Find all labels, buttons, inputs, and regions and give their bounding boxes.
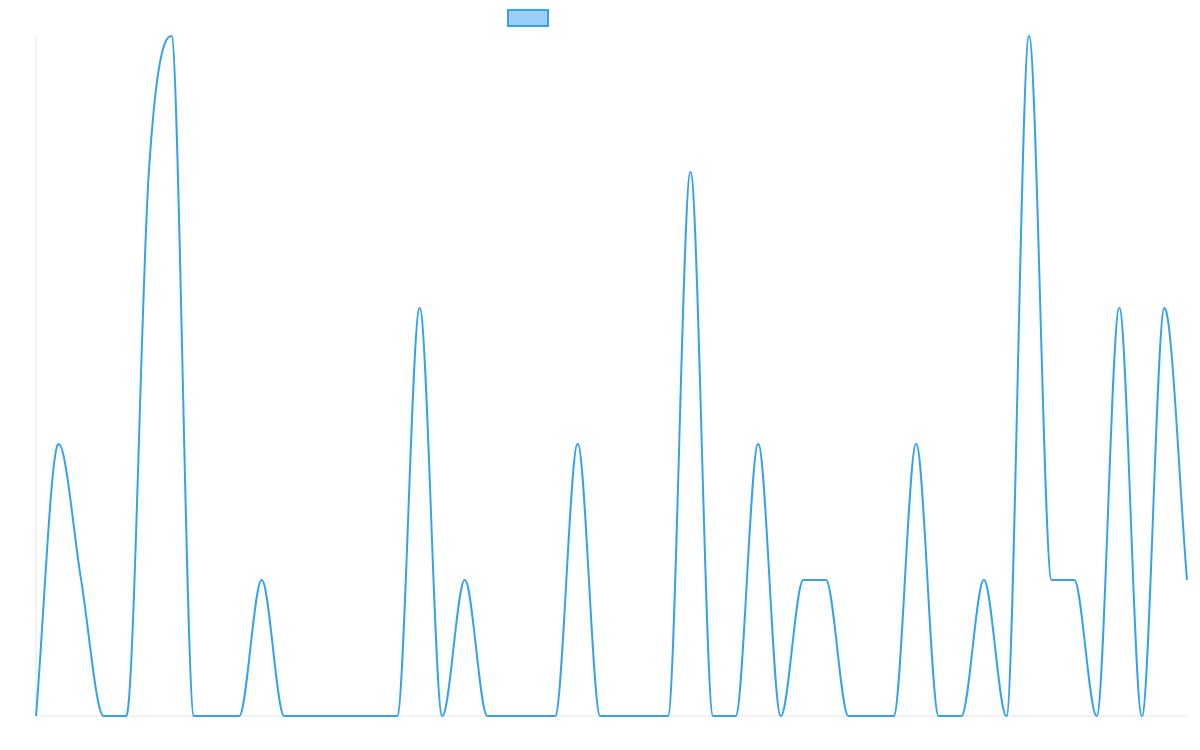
data-point[interactable]: [101, 713, 107, 719]
data-point[interactable]: [891, 713, 897, 719]
data-point[interactable]: [123, 713, 129, 719]
data-point[interactable]: [823, 577, 829, 583]
data-point[interactable]: [372, 713, 378, 719]
data-point[interactable]: [326, 713, 332, 719]
legend-swatch[interactable]: [507, 9, 549, 27]
data-point[interactable]: [1026, 33, 1032, 39]
data-point[interactable]: [146, 169, 152, 175]
data-point[interactable]: [530, 713, 536, 719]
data-point[interactable]: [236, 713, 242, 719]
series-group: [33, 33, 1190, 719]
data-point[interactable]: [778, 713, 784, 719]
data-point[interactable]: [620, 713, 626, 719]
data-point[interactable]: [259, 577, 265, 583]
data-point[interactable]: [1184, 577, 1190, 583]
data-point[interactable]: [1094, 713, 1100, 719]
data-point[interactable]: [1139, 713, 1145, 719]
data-point[interactable]: [733, 713, 739, 719]
data-point[interactable]: [597, 713, 603, 719]
data-point[interactable]: [755, 441, 761, 447]
data-point[interactable]: [417, 305, 423, 311]
data-point[interactable]: [913, 441, 919, 447]
data-point[interactable]: [507, 713, 513, 719]
data-point[interactable]: [33, 713, 39, 719]
legend[interactable]: [507, 9, 549, 27]
data-point[interactable]: [936, 713, 942, 719]
data-point[interactable]: [665, 713, 671, 719]
data-point[interactable]: [191, 713, 197, 719]
data-point[interactable]: [394, 713, 400, 719]
data-point[interactable]: [1003, 713, 1009, 719]
data-point[interactable]: [214, 713, 220, 719]
data-point[interactable]: [439, 713, 445, 719]
data-point[interactable]: [687, 169, 693, 175]
data-point[interactable]: [462, 577, 468, 583]
data-point[interactable]: [575, 441, 581, 447]
data-point[interactable]: [958, 713, 964, 719]
data-point[interactable]: [642, 713, 648, 719]
data-point[interactable]: [981, 577, 987, 583]
data-point[interactable]: [304, 713, 310, 719]
data-point[interactable]: [1161, 305, 1167, 311]
data-point[interactable]: [800, 577, 806, 583]
data-point[interactable]: [484, 713, 490, 719]
data-point[interactable]: [1049, 577, 1055, 583]
data-point[interactable]: [78, 577, 84, 583]
series-line: [35, 35, 1188, 717]
data-point[interactable]: [349, 713, 355, 719]
data-point[interactable]: [168, 33, 174, 39]
axes: [35, 36, 1187, 717]
data-point[interactable]: [281, 713, 287, 719]
data-point[interactable]: [1071, 577, 1077, 583]
data-point[interactable]: [710, 713, 716, 719]
data-point[interactable]: [845, 713, 851, 719]
data-point[interactable]: [1116, 305, 1122, 311]
data-point[interactable]: [552, 713, 558, 719]
data-point[interactable]: [56, 441, 62, 447]
data-point[interactable]: [868, 713, 874, 719]
